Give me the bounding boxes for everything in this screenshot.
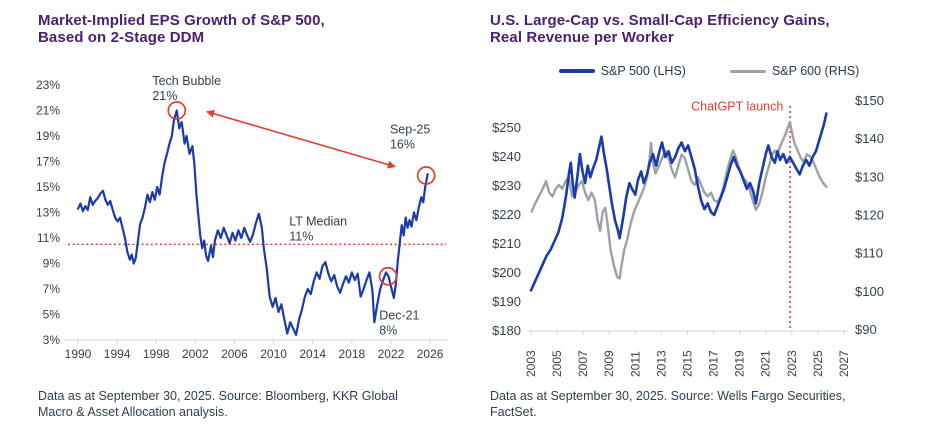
left-y-tick-label: 23% [36,78,60,92]
right-right-axis-label: $90 [855,322,877,337]
right-x-tick-label: 2009 [602,350,616,377]
sp600-line-swatch-icon [729,69,766,73]
left-x-tick-label: 2014 [299,347,326,361]
left-y-tick-label: 11% [37,231,60,245]
right-left-axis-label: $240 [492,149,521,164]
right-right-axis-label: $130 [855,169,884,184]
right-x-tick-label: 2003 [524,350,538,377]
right-left-axis-label: $220 [492,207,521,222]
right-x-tick-label: 2013 [654,350,668,377]
right-x-tick-label: 2027 [837,350,851,377]
left-x-tick-label: 1994 [104,347,131,361]
right-x-tick-label: 2005 [550,350,564,377]
left-x-tick-label: 1998 [143,347,170,361]
left-annotation-label: Dec-21 8% [379,309,419,338]
red-highlight-circle [416,166,436,185]
right-chart-legend: S&P 500 (LHS) S&P 600 (RHS) [473,64,945,78]
red-highlight-circle [378,266,398,286]
right-x-tick-label: 2017 [707,350,721,377]
right-right-axis-label: $110 [855,246,883,261]
left-annotation-label: Tech Bubble 21% [152,74,221,103]
legend-item-sp600: S&P 600 (RHS) [729,64,860,78]
left-y-tick-label: 21% [36,104,60,118]
red-highlight-circle [167,101,187,120]
left-x-tick-label: 2018 [338,347,365,361]
left-y-tick-label: 9% [43,257,61,271]
left-y-tick-label: 13% [36,206,60,220]
left-y-tick-label: 15% [36,180,60,194]
sp500-line-swatch-icon [558,69,595,73]
right-left-axis-label: $230 [492,178,521,193]
right-x-tick-label: 2023 [785,350,799,377]
left-y-tick-label: 7% [43,282,61,296]
right-right-axis-label: $140 [855,131,884,146]
right-right-axis-label: $120 [855,207,884,222]
left-y-tick-label: 5% [43,308,61,322]
left-x-tick-label: 2022 [378,347,405,361]
right-right-axis-label: $150 [855,93,884,108]
right-right-axis-label: $100 [855,284,884,299]
right-left-axis-label: $250 [492,120,521,135]
right-left-axis-label: $200 [492,265,521,280]
left-x-tick-label: 2002 [182,347,209,361]
left-chart-source: Data as at September 30, 2025. Source: B… [38,389,398,419]
right-x-tick-label: 2021 [759,350,773,377]
eps-growth-line [76,109,429,336]
sp600-legend-label: S&P 600 (RHS) [771,64,860,78]
right-left-axis-label: $180 [492,323,521,338]
right-x-tick-label: 2007 [576,350,590,377]
right-x-tick-label: 2025 [811,350,825,377]
left-x-tick-label: 2006 [221,347,248,361]
left-x-tick-label: 2010 [260,347,287,361]
left-x-tick-label: 1990 [65,347,92,361]
left-y-tick-label: 19% [36,129,60,143]
chatgpt-launch-label: ChatGPT launch [691,100,783,114]
right-left-axis-label: $190 [492,294,521,309]
right-chart-title: U.S. Large-Cap vs. Small-Cap Efficiency … [490,12,830,46]
right-chart-source: Data as at September 30, 2025. Source: W… [490,389,846,419]
red-annotation-arrow [206,109,396,169]
left-chart-title: Market-Implied EPS Growth of S&P 500, Ba… [38,12,325,46]
right-x-tick-label: 2011 [628,351,642,377]
right-x-tick-label: 2019 [733,350,747,377]
sp500-line [529,112,828,292]
right-left-axis-label: $210 [492,236,521,251]
left-annotation-label: Sep-25 16% [390,122,430,151]
right-x-tick-label: 2015 [680,350,694,377]
legend-item-sp500: S&P 500 (LHS) [558,64,686,78]
left-x-tick-label: 2026 [417,347,444,361]
left-y-tick-label: 3% [43,333,61,347]
left-y-tick-label: 17% [36,155,60,169]
left-annotation-label: LT Median 11% [289,214,347,243]
sp500-legend-label: S&P 500 (LHS) [600,64,686,78]
